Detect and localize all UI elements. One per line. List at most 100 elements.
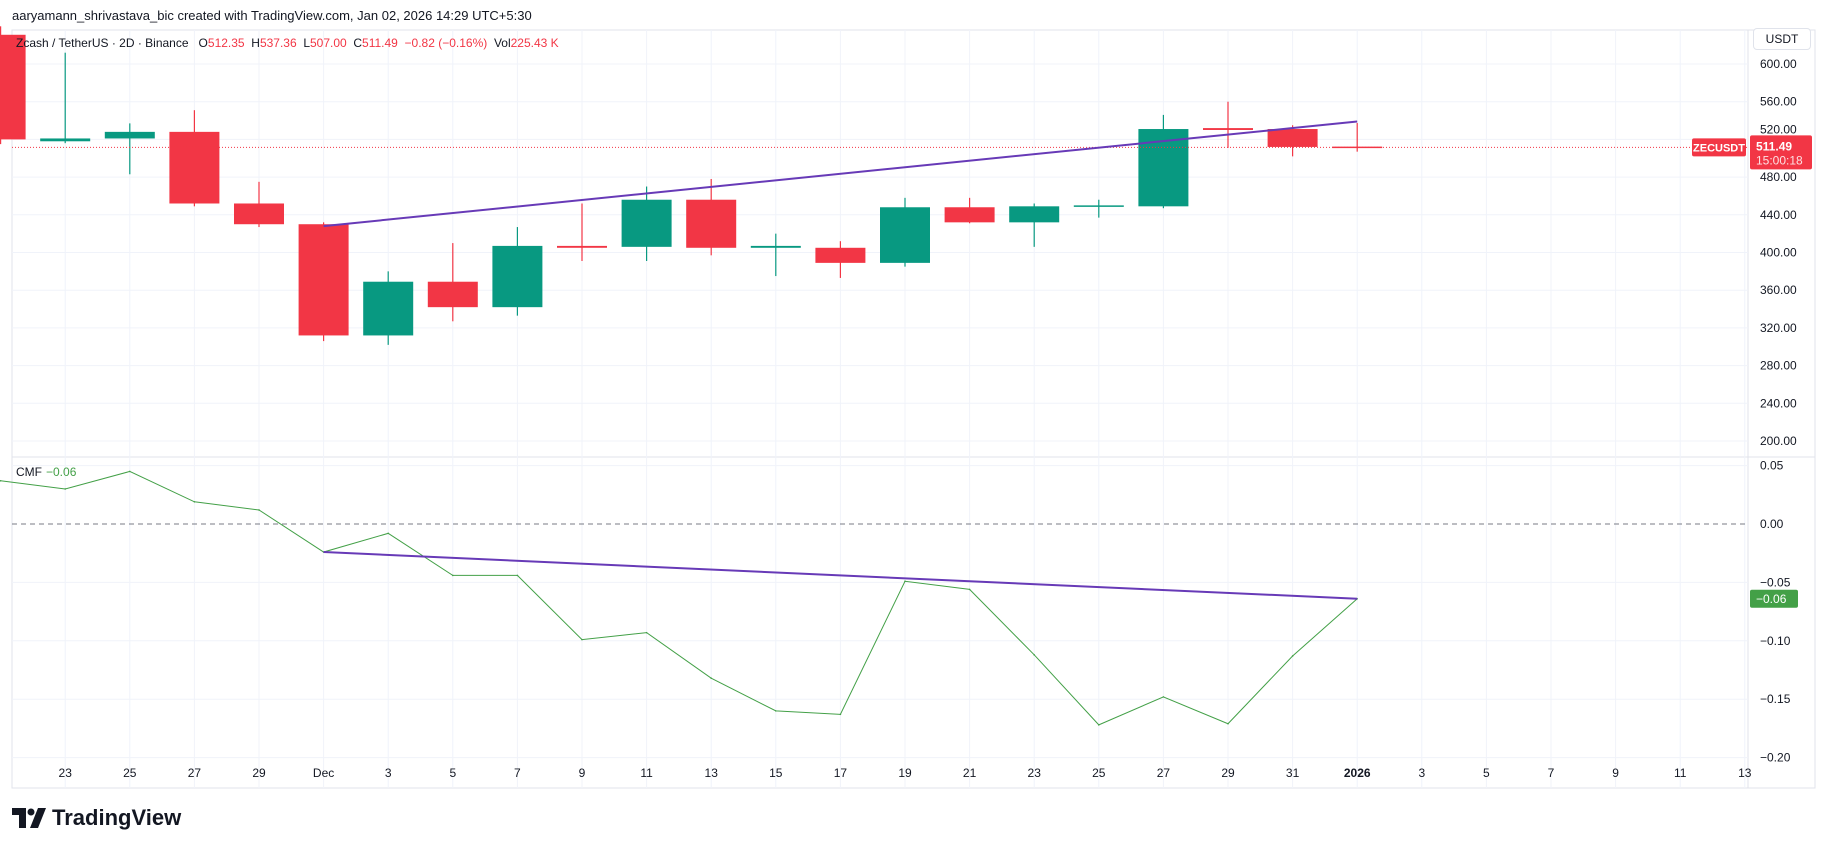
cmf-point	[516, 574, 519, 577]
cmf-tick-label: 0.05	[1760, 459, 1784, 473]
cmf-tag-bg	[1750, 589, 1798, 608]
cmf-point	[839, 713, 842, 716]
price-trendline	[323, 120, 1358, 228]
cmf-point	[904, 580, 906, 583]
cmf-point	[775, 710, 777, 712]
x-tick-label: 3	[385, 766, 392, 780]
candle-down	[557, 245, 607, 248]
symbol-tag-bg	[1692, 138, 1746, 157]
candle-down	[1332, 146, 1383, 149]
candle-up	[1009, 206, 1060, 223]
x-tick-label: 27	[188, 766, 202, 780]
price-tag-bg	[1750, 135, 1812, 170]
cmf-point	[1033, 654, 1035, 656]
candle-down	[1267, 129, 1318, 147]
candle-down	[169, 131, 220, 204]
cmf-point	[645, 631, 648, 634]
x-tick-label: 19	[898, 766, 912, 780]
price-tick-label: 400.00	[1760, 246, 1797, 260]
candle-up	[621, 199, 672, 247]
cmf-point	[129, 470, 131, 473]
volume-value: 225.43 K	[510, 36, 559, 50]
candle-down	[0, 34, 26, 140]
candle-up	[40, 138, 91, 142]
change-value: −0.82 (−0.16%)	[404, 36, 488, 50]
logo-text: TradingView	[52, 805, 182, 830]
cmf-tick-label: −0.05	[1760, 575, 1791, 589]
x-tick-label: 11	[1674, 766, 1687, 780]
price-tick-label: 240.00	[1760, 396, 1797, 410]
candle-down	[944, 207, 995, 223]
open-label: O	[198, 36, 208, 50]
cmf-tag-value: −0.06	[1756, 592, 1787, 606]
x-tick-label: 17	[834, 766, 848, 780]
chart-credit: aaryamann_shrivastava_bic created with T…	[12, 8, 532, 23]
tradingview-logo[interactable]: TradingView	[12, 805, 181, 831]
close-label: C	[353, 36, 363, 50]
x-tick-label: 23	[1028, 766, 1042, 780]
cmf-name: CMF	[16, 465, 42, 479]
price-tick-label: 560.00	[1760, 95, 1797, 109]
price-tick-label: 280.00	[1760, 359, 1797, 373]
candle-up	[1073, 205, 1124, 207]
x-tick-label: 27	[1157, 766, 1171, 780]
cmf-point	[1291, 655, 1294, 657]
cmf-point	[258, 509, 260, 511]
candle-down	[1203, 128, 1253, 130]
price-tick-label: 360.00	[1760, 283, 1797, 297]
x-tick-label: 7	[1548, 766, 1555, 780]
x-tick-label: 31	[1286, 766, 1300, 780]
x-tick-label: 7	[514, 766, 521, 780]
price-tick-label: 520.00	[1760, 122, 1797, 136]
cmf-legend[interactable]: CMF −0.06	[16, 465, 76, 479]
cmf-point	[581, 638, 583, 641]
candle-up	[104, 131, 155, 139]
price-tick-label: 600.00	[1760, 57, 1797, 71]
cmf-point	[1098, 724, 1100, 726]
x-tick-label: 5	[449, 766, 456, 780]
high-label: H	[251, 36, 260, 50]
candle-up	[750, 245, 801, 248]
x-tick-label: Dec	[313, 766, 334, 780]
x-tick-label: 25	[123, 766, 137, 780]
open-value: 512.35	[207, 36, 245, 50]
cmf-tick-label: −0.15	[1760, 692, 1791, 706]
cmf-point	[710, 677, 712, 679]
low-value: 507.00	[310, 36, 347, 50]
x-tick-label: 21	[963, 766, 977, 780]
cmf-point	[64, 488, 66, 490]
cmf-tick-label: −0.10	[1760, 634, 1791, 648]
cmf-point	[0, 479, 2, 482]
x-tick-label: 13	[1738, 766, 1752, 780]
cmf-point	[452, 574, 454, 577]
symbol-tag: ZECUSDT	[1693, 142, 1745, 154]
candle-up	[880, 207, 930, 263]
price-tick-label: 320.00	[1760, 321, 1797, 335]
candle-down	[298, 224, 349, 336]
candle-up	[363, 281, 414, 336]
candle-down	[234, 203, 284, 225]
cmf-tick-label: 0.00	[1760, 517, 1784, 531]
cmf-point	[193, 501, 196, 503]
cmf-tick-label: −0.20	[1760, 751, 1791, 765]
x-tick-label: 9	[579, 766, 586, 780]
candle-down	[427, 281, 478, 308]
tradingview-logo-icon	[12, 808, 46, 828]
close-value: 511.49	[362, 36, 398, 50]
volume-label: Vol	[493, 36, 511, 50]
cmf-line	[0, 470, 1358, 726]
price-tick-label: 480.00	[1760, 170, 1797, 184]
chart-frame	[11, 29, 1816, 789]
high-value: 537.36	[259, 36, 297, 50]
symbol-legend: Zcash / TetherUS · 2D · Binance O512.35 …	[16, 36, 559, 50]
x-tick-label: 2026	[1344, 766, 1371, 780]
x-tick-label: 13	[705, 766, 719, 780]
currency-button[interactable]: USDT	[1753, 28, 1811, 50]
price-tag-value: 511.49	[1756, 139, 1792, 153]
candle-down	[815, 247, 866, 263]
symbol-name[interactable]: Zcash / TetherUS · 2D · Binance	[16, 36, 189, 50]
cmf-point	[1227, 722, 1229, 725]
x-tick-label: 5	[1483, 766, 1490, 780]
x-tick-label: 29	[1221, 766, 1235, 780]
